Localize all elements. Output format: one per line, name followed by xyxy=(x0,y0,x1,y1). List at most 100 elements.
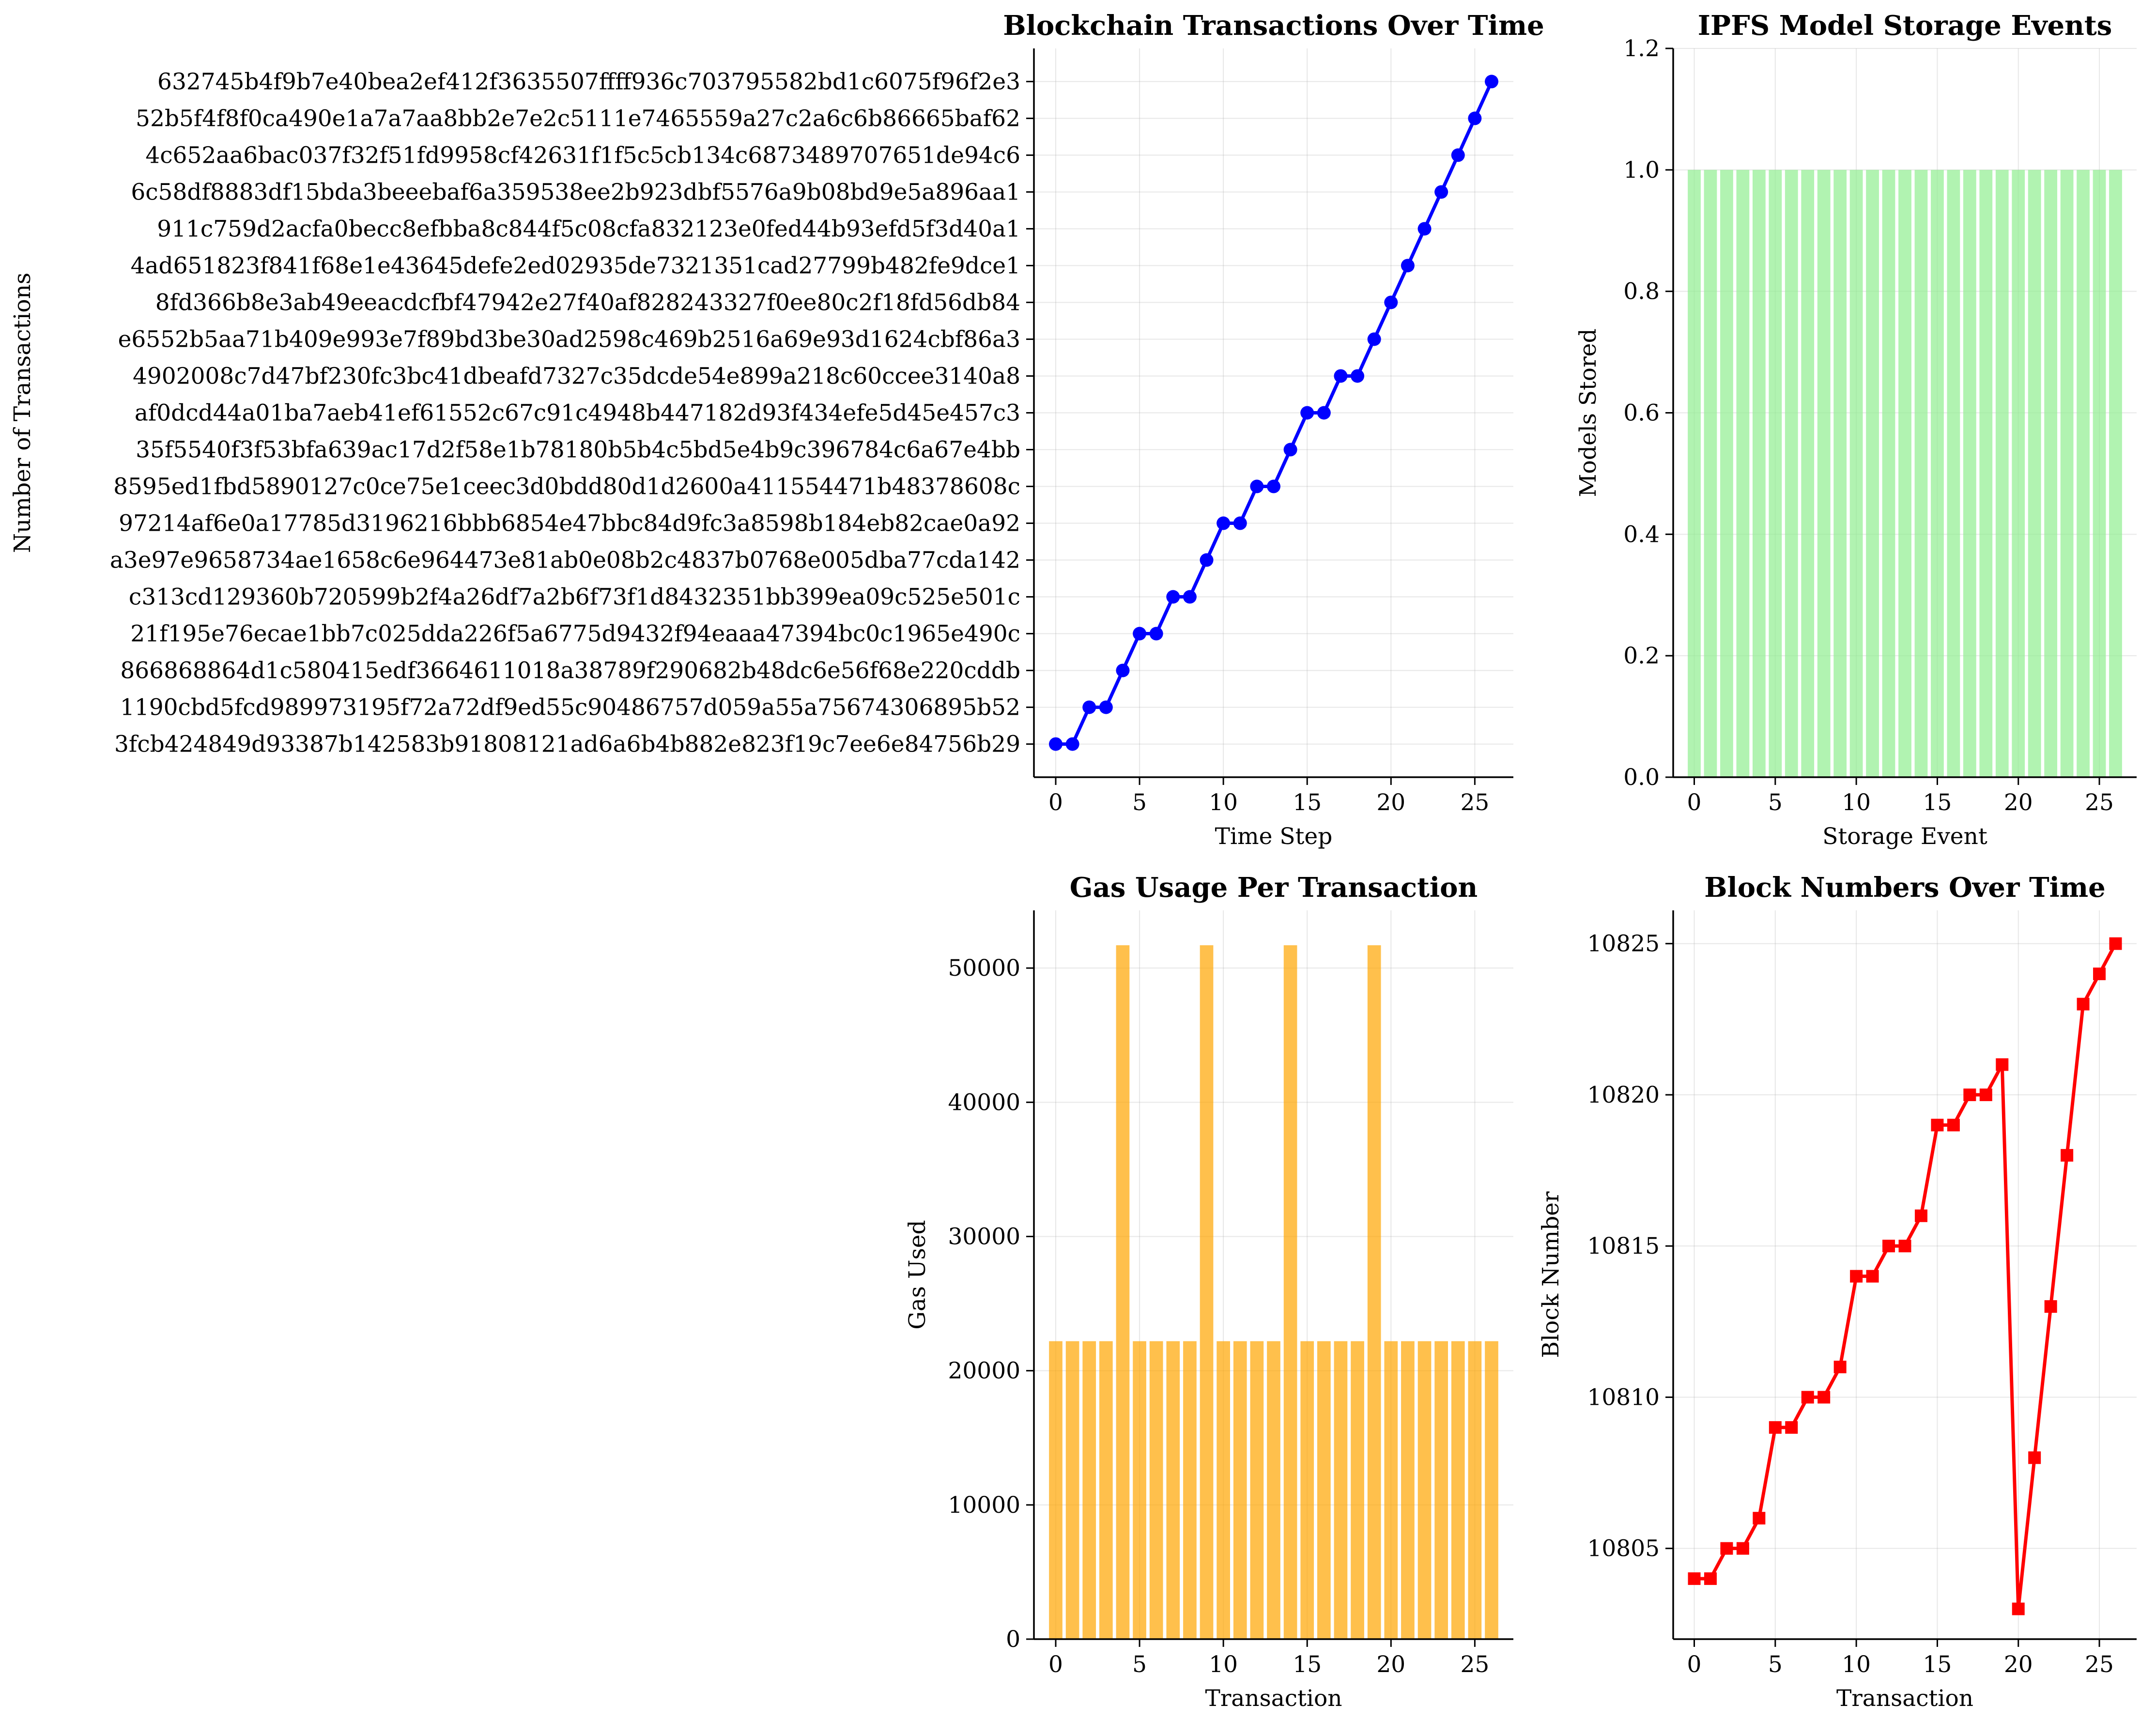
x-tick-label: 20 xyxy=(1376,1651,1405,1678)
point-14 xyxy=(1283,443,1297,457)
point-6 xyxy=(1785,1421,1798,1434)
series-marks xyxy=(1049,945,1498,1639)
bar-10 xyxy=(1217,1341,1230,1639)
point-25 xyxy=(2093,968,2106,981)
bar-12 xyxy=(1250,1341,1264,1639)
point-5 xyxy=(1133,627,1147,641)
x-tick-label: 15 xyxy=(1293,1651,1322,1678)
point-25 xyxy=(1468,111,1482,125)
bar-25 xyxy=(1468,1341,1482,1639)
y-tick-label: 10810 xyxy=(1587,1384,1660,1411)
y-tick-label: 0.0 xyxy=(1623,764,1660,791)
y-ticks: 0.0 0.2 0.4 0.6 0.8 1.0 1.2 xyxy=(1623,35,1673,791)
y-ticks: 10805 10810 10815 10820 10825 xyxy=(1587,931,1673,1562)
point-26 xyxy=(1485,75,1498,89)
point-8 xyxy=(1817,1391,1831,1404)
bar-10 xyxy=(1849,169,1863,777)
x-tick-label: 5 xyxy=(1768,1651,1783,1678)
point-10 xyxy=(1217,516,1231,530)
point-18 xyxy=(1351,369,1365,383)
x-tick-label: 10 xyxy=(1842,789,1871,816)
bar-25 xyxy=(2093,169,2106,777)
point-9 xyxy=(1833,1360,1847,1373)
x-tick-label: 5 xyxy=(1132,1651,1147,1678)
x-tick-label: 15 xyxy=(1923,789,1952,816)
point-16 xyxy=(1317,406,1331,420)
bar-4 xyxy=(1116,945,1130,1639)
point-7 xyxy=(1801,1391,1814,1404)
y-tick-label: c313cd129360b720599b2f4a26df7a2b6f73f1d8… xyxy=(129,584,1020,611)
point-26 xyxy=(2109,937,2122,950)
point-12 xyxy=(1250,479,1264,493)
point-24 xyxy=(2077,998,2090,1011)
bar-2 xyxy=(1082,1341,1096,1639)
y-tick-label: 10825 xyxy=(1587,931,1660,957)
x-tick-label: 10 xyxy=(1842,1651,1871,1678)
y-tick-label: 632745b4f9b7e40bea2ef412f3635507ffff936c… xyxy=(157,68,1020,95)
bar-13 xyxy=(1267,1341,1280,1639)
bar-5 xyxy=(1133,1341,1146,1639)
bar-15 xyxy=(1931,169,1944,777)
y-tick-label: 10820 xyxy=(1587,1082,1660,1108)
x-ticks: 0 5 10 15 20 25 xyxy=(1048,777,1489,816)
point-0 xyxy=(1688,1572,1701,1585)
bar-21 xyxy=(1401,1341,1415,1639)
bar-20 xyxy=(2012,169,2025,777)
x-tick-label: 25 xyxy=(1460,1651,1489,1678)
x-tick-label: 0 xyxy=(1687,1651,1702,1678)
point-14 xyxy=(1914,1209,1927,1222)
series-line xyxy=(1694,943,2117,1611)
x-tick-label: 10 xyxy=(1209,789,1238,816)
point-13 xyxy=(1267,479,1280,493)
y-tick-label: 97214af6e0a17785d3196216bbb6854e47bbc84d… xyxy=(119,510,1020,537)
point-12 xyxy=(1882,1240,1895,1253)
y-tick-label: 8595ed1fbd5890127c0ce75e1ceec3d0bdd80d1d… xyxy=(113,474,1020,500)
point-4 xyxy=(1753,1512,1766,1525)
bar-11 xyxy=(1233,1341,1247,1639)
x-tick-label: 20 xyxy=(1376,789,1405,816)
point-8 xyxy=(1183,590,1197,604)
bar-21 xyxy=(2028,169,2041,777)
point-18 xyxy=(1979,1088,1992,1101)
x-tick-label: 20 xyxy=(2004,789,2033,816)
point-23 xyxy=(2061,1149,2074,1162)
point-1 xyxy=(1704,1572,1717,1585)
point-19 xyxy=(1996,1058,2009,1071)
gridlines xyxy=(1673,910,2137,1639)
bar-13 xyxy=(1898,169,1911,777)
bar-18 xyxy=(1351,1341,1364,1639)
y-tick-label: 6c58df8883df15bda3beeebaf6a359538ee2b923… xyxy=(131,179,1020,205)
y-tick-label: 10805 xyxy=(1587,1536,1660,1562)
series-marks xyxy=(1688,937,2122,1615)
y-axis-label: Block Number xyxy=(1538,1191,1564,1358)
bar-0 xyxy=(1049,1341,1063,1639)
x-tick-label: 15 xyxy=(1293,789,1322,816)
x-tick-label: 5 xyxy=(1132,789,1147,816)
bar-12 xyxy=(1882,169,1895,777)
y-tick-label: 10000 xyxy=(948,1492,1020,1519)
bar-17 xyxy=(1963,169,1976,777)
bar-8 xyxy=(1183,1341,1197,1639)
y-tick-label: 30000 xyxy=(948,1224,1020,1250)
y-tick-label: a3e97e9658734ae1658c6e964473e81ab0e08b2c… xyxy=(110,547,1020,574)
x-axis-label: Transaction xyxy=(1836,1685,1973,1712)
chart-3: 0 5 10 15 20 25 0 10000 20000 30000 40000 50000 Gas … xyxy=(904,872,1513,1712)
y-tick-label: 866868864d1c580415edf3664611018a38789f29… xyxy=(120,658,1020,684)
y-tick-label: 4c652aa6bac037f32f51fd9958cf42631f1f5c5c… xyxy=(145,142,1020,169)
y-tick-label: 50000 xyxy=(948,955,1020,982)
point-24 xyxy=(1451,148,1465,162)
x-tick-label: 0 xyxy=(1048,1651,1063,1678)
point-11 xyxy=(1866,1270,1879,1283)
y-tick-label: 0.6 xyxy=(1623,400,1660,427)
x-axis-label: Transaction xyxy=(1205,1685,1342,1712)
bar-23 xyxy=(2060,169,2074,777)
chart-1: 0 5 10 15 20 25 3fcb424849d93387b142583b918081… xyxy=(9,10,1544,850)
chart-title: Gas Usage Per Transaction xyxy=(1070,872,1478,904)
point-23 xyxy=(1434,185,1448,199)
point-5 xyxy=(1769,1421,1782,1434)
bar-6 xyxy=(1149,1341,1163,1639)
bar-6 xyxy=(1785,169,1798,777)
chart-title: Blockchain Transactions Over Time xyxy=(1003,10,1544,42)
x-tick-label: 15 xyxy=(1923,1651,1952,1678)
